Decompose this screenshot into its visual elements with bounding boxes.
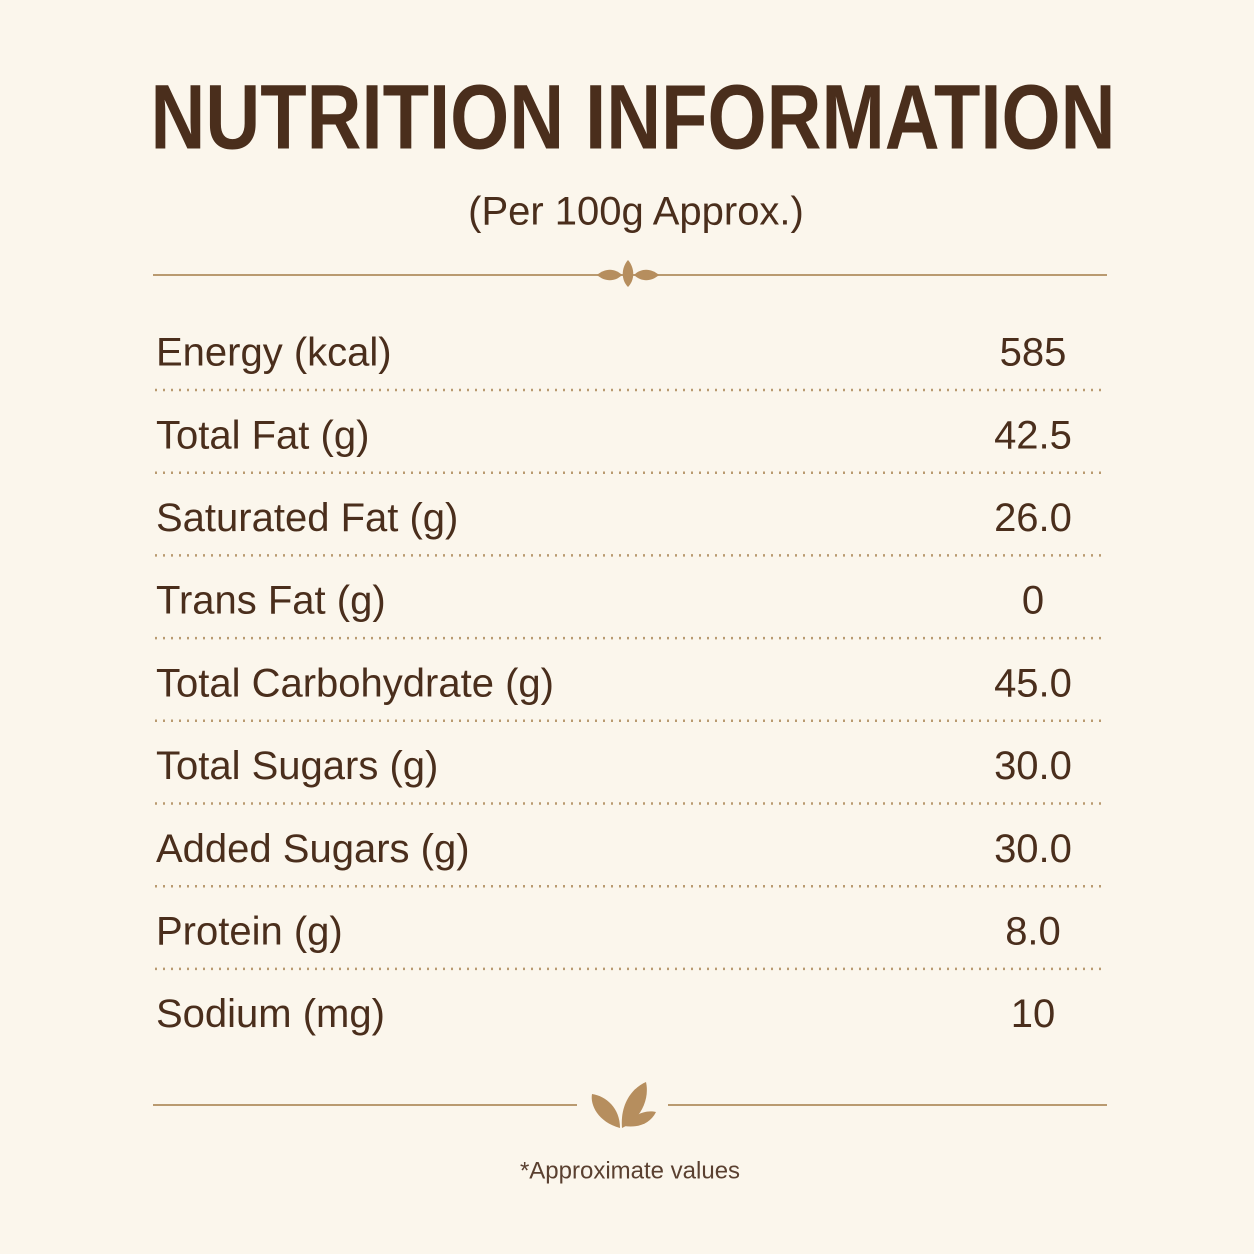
title: NUTRITION INFORMATION: [151, 66, 1116, 168]
row-value: 30.0: [994, 744, 1072, 788]
row-value: 8.0: [1005, 909, 1061, 953]
row-value: 585: [1000, 331, 1067, 375]
row-value: 0: [1022, 579, 1044, 623]
row-label: Total Fat (g): [156, 413, 369, 457]
row-value: 42.5: [994, 413, 1072, 457]
row-value: 30.0: [994, 827, 1072, 871]
row-label: Sodium (mg): [156, 992, 385, 1036]
row-label: Total Sugars (g): [156, 744, 438, 788]
subtitle: (Per 100g Approx.): [468, 190, 804, 234]
row-label: Trans Fat (g): [156, 579, 386, 623]
nutrition-table: Energy (kcal) 585 Total Fat (g) 42.5 Saturat…: [155, 331, 1107, 1036]
row-value: 26.0: [994, 496, 1072, 540]
row-label: Energy (kcal): [156, 331, 392, 375]
row-value: 45.0: [994, 661, 1072, 705]
bottom-divider: [153, 1082, 1107, 1128]
row-label: Protein (g): [156, 909, 343, 953]
row-value: 10: [1011, 992, 1056, 1036]
row-label: Added Sugars (g): [156, 827, 470, 871]
footnote: *Approximate values: [520, 1157, 740, 1184]
top-divider: [153, 260, 1107, 287]
row-label: Saturated Fat (g): [156, 496, 458, 540]
row-label: Total Carbohydrate (g): [156, 661, 554, 705]
